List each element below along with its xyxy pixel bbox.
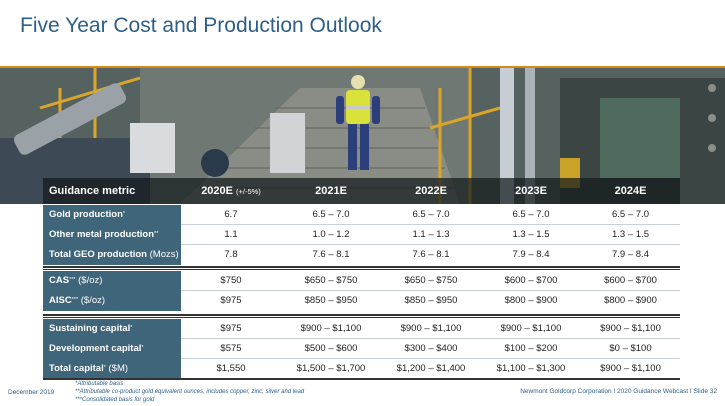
header-metric: Guidance metric xyxy=(49,185,136,197)
table-cell: $650 – $750 xyxy=(304,275,358,286)
table-cell: $900 – $1,100 xyxy=(500,323,562,334)
table-row: Other metal production** 1.1 1.0 – 1.2 1.1 … xyxy=(43,225,680,245)
table-cell: $1,500 – $1,700 xyxy=(296,363,366,374)
table-divider xyxy=(43,266,680,268)
table-cell: $600 – $700 xyxy=(604,275,657,286)
header-year-1: 2020E (+/-5%) xyxy=(201,185,261,197)
table-row: CAS*** ($/oz) $750 $650 – $750 $650 – $750 $… xyxy=(43,271,680,291)
table-cell: 6.7 xyxy=(224,209,238,220)
table-cell: $850 – $950 xyxy=(304,295,358,306)
table-cell: $0 – $100 xyxy=(609,343,652,354)
table-cell: $575 xyxy=(220,343,242,354)
table-header: Guidance metric 2020E (+/-5%) 2021E 2022E… xyxy=(43,178,680,204)
table-cell: $800 – $900 xyxy=(604,295,657,306)
table-cell: $975 xyxy=(220,323,242,334)
table-cell: 1.0 – 1.2 xyxy=(312,229,350,240)
table-divider xyxy=(43,317,680,318)
table-cell: 7.6 – 8.1 xyxy=(412,249,450,260)
row-label: Total capital* ($M) xyxy=(43,359,181,379)
footer-slide-info: Newmont Goldcorp Corporation I 2020 Guid… xyxy=(520,388,717,395)
table-cell: 7.9 – 8.4 xyxy=(512,249,550,260)
table-cell: 6.5 – 7.0 xyxy=(412,209,450,220)
footnote: ***Consolidated basis for gold xyxy=(75,397,155,403)
table-cell: $900 – $1,100 xyxy=(400,323,462,334)
table-divider xyxy=(43,378,680,380)
title-divider xyxy=(0,66,725,68)
table-cell: 7.9 – 8.4 xyxy=(612,249,649,260)
table-cell: 7.6 – 8.1 xyxy=(312,249,350,260)
table-cell: $1,550 xyxy=(216,363,246,374)
table-cell: 6.5 – 7.0 xyxy=(612,209,649,220)
table-cell: $600 – $700 xyxy=(504,275,558,286)
table-cell: $900 – $1,100 xyxy=(600,323,661,334)
footnotes: *Attributable basis **Attributable co-pr… xyxy=(75,380,304,404)
table-divider xyxy=(43,314,680,316)
table-cell: 6.5 – 7.0 xyxy=(312,209,350,220)
header-year-2: 2021E xyxy=(315,185,347,197)
row-label: Total GEO production (Mozs) xyxy=(43,245,181,265)
row-label: CAS*** ($/oz) xyxy=(43,271,181,291)
footnote: **Attributable co-product gold equivalen… xyxy=(75,389,305,395)
page-title: Five Year Cost and Production Outlook xyxy=(20,14,382,37)
footer-date: December 2019 xyxy=(8,389,55,396)
table-cell: $500 – $600 xyxy=(304,343,358,354)
table-row: Sustaining capital* $975 $900 – $1,100 $900… xyxy=(43,319,680,339)
table-cell: 1.1 xyxy=(224,229,238,240)
table-cell: 1.3 – 1.5 xyxy=(512,229,550,240)
row-label: Development capital* xyxy=(43,339,181,359)
row-label: Other metal production** xyxy=(43,225,181,245)
table-cell: $1,100 – $1,300 xyxy=(496,363,566,374)
table-cell: $100 – $200 xyxy=(504,343,558,354)
table-row: AISC*** ($/oz) $975 $850 – $950 $850 – $950… xyxy=(43,291,680,311)
table-cell: $750 xyxy=(220,275,242,286)
footnote: *Attributable basis xyxy=(75,381,124,387)
table-row: Gold production* 6.7 6.5 – 7.0 6.5 – 7.0 6.5… xyxy=(43,205,680,225)
table-cell: $900 – $1,100 xyxy=(600,363,661,374)
table-cell: $800 – $900 xyxy=(504,295,558,306)
row-label: Sustaining capital* xyxy=(43,319,181,339)
table-cell: 7.8 xyxy=(224,249,238,260)
table-row: Total capital* ($M) $1,550 $1,500 – $1,700… xyxy=(43,359,680,379)
table-cell: $650 – $750 xyxy=(404,275,458,286)
table-row: Total GEO production (Mozs) 7.8 7.6 – 8.1 7… xyxy=(43,245,680,265)
table-cell: 1.1 – 1.3 xyxy=(412,229,450,240)
table-cell: 1.3 – 1.5 xyxy=(612,229,649,240)
table-cell: $975 xyxy=(220,295,242,306)
row-label: AISC*** ($/oz) xyxy=(43,291,181,311)
table-cell: $850 – $950 xyxy=(404,295,458,306)
table-cell: $300 – $400 xyxy=(404,343,458,354)
table-cell: $1,200 – $1,400 xyxy=(396,363,466,374)
header-year-4: 2023E xyxy=(515,185,547,197)
table-row: Development capital* $575 $500 – $600 $300 … xyxy=(43,339,680,359)
table-divider xyxy=(43,269,680,270)
row-label: Gold production* xyxy=(43,205,181,225)
table-cell: 6.5 – 7.0 xyxy=(512,209,550,220)
header-year-5: 2024E xyxy=(614,185,647,197)
header-year-3: 2022E xyxy=(415,185,447,197)
table-cell: $900 – $1,100 xyxy=(300,323,362,334)
